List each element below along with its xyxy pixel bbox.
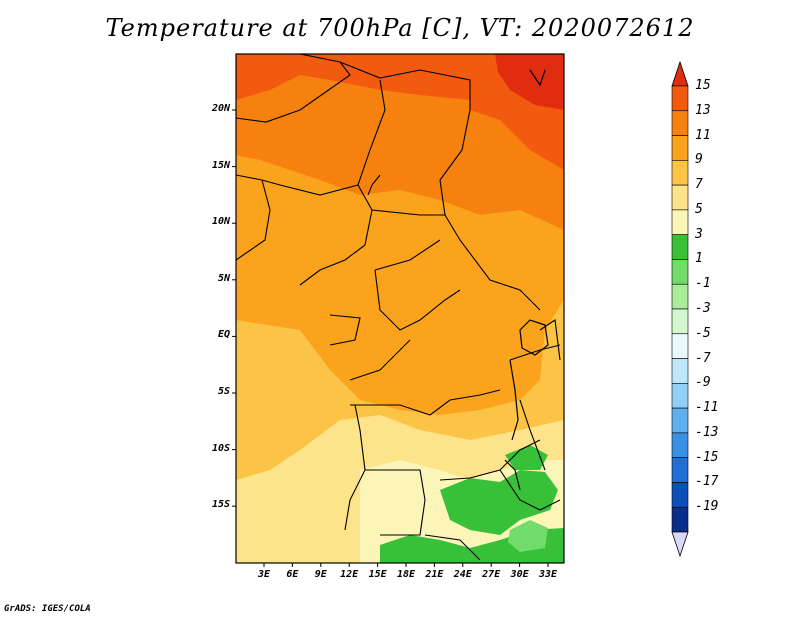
field-m1-1-lightgreen [508,520,548,552]
colorbar-label: 5 [695,201,703,217]
lat-tick-label: 20N [211,103,230,114]
lon-tick-label: 15E [368,569,387,580]
colorbar-segment [671,457,689,483]
field-15-peak [495,54,564,110]
colorbar [671,60,689,558]
lakes [504,69,549,491]
field-1-3-green-c [505,445,548,470]
colorbar-label: -5 [695,325,711,341]
colorbar-segment [671,209,689,235]
colorbar-segment [671,85,689,112]
colorbar-segment [671,308,689,335]
colorbar-segment [671,259,689,285]
colorbar-segment [671,432,689,458]
colorbar-segment [671,135,689,161]
colorbar-label: -17 [695,474,719,490]
chart-title: Temperature at 700hPa [C], VT: 202007261… [105,14,695,42]
colorbar-segment [671,234,689,260]
colorbar-label: 7 [695,177,703,193]
field-1-3-green-a [440,470,558,535]
lon-tick-label: 18E [396,569,416,580]
lat-tick-label: 5N [217,272,230,284]
colorbar-label: 1 [695,251,703,267]
lat-tick-label: 10N [211,216,230,228]
colorbar-label: 9 [695,152,703,168]
field-9-11-center [410,270,520,380]
colorbar-bottom-arrow [671,531,689,558]
lat-tick-label: 15S [211,499,230,511]
colorbar-segment [671,506,689,533]
lon-tick-label: 3E [257,569,271,580]
colorbar-segment [671,283,689,310]
colorbar-label: -3 [695,301,711,316]
lat-tick-label: 15N [211,159,230,171]
colorbar-label: -11 [695,400,719,416]
colorbar-segment [671,333,689,359]
colorbar-label: -1 [695,276,711,292]
lon-tick-label: 24E [453,569,472,580]
colorbar-label: -7 [695,350,711,366]
colorbar-segment [671,407,689,434]
temperature-field [236,54,564,563]
colorbar-label: -19 [695,499,719,515]
country-borders [236,54,561,561]
lon-tick-label: 21E [425,569,444,580]
lat-tick-label: 10S [211,442,230,454]
colorbar-label: -13 [695,424,719,440]
map-frame [235,53,565,564]
colorbar-segment [671,160,689,186]
lon-tick-label: 9E [314,569,327,580]
credit-text: GrADS: IGES/COLA [4,604,91,614]
lon-tick-label: 27E [482,569,501,580]
lon-tick-label: 33E [538,569,558,580]
colorbar-segment [671,383,689,409]
lat-tick-label: 5S [217,386,230,397]
field-13-15-north [236,54,470,100]
colorbar-label: 11 [695,127,711,143]
colorbar-segment [671,110,689,136]
lon-tick-label: 30E [510,569,529,580]
colorbar-segment [671,184,689,211]
colorbar-label: 13 [695,102,711,118]
colorbar-label: 3 [695,226,703,242]
colorbar-label: -15 [695,449,719,465]
colorbar-label: 15 [695,78,711,93]
colorbar-label: -9 [695,375,711,391]
colorbar-segment [671,482,689,508]
lon-tick-label: 6E [286,569,299,580]
lon-tick-label: 12E [340,569,359,580]
lat-tick-label: EQ [217,329,230,341]
colorbar-top-arrow [671,60,689,87]
colorbar-segment [671,358,689,384]
